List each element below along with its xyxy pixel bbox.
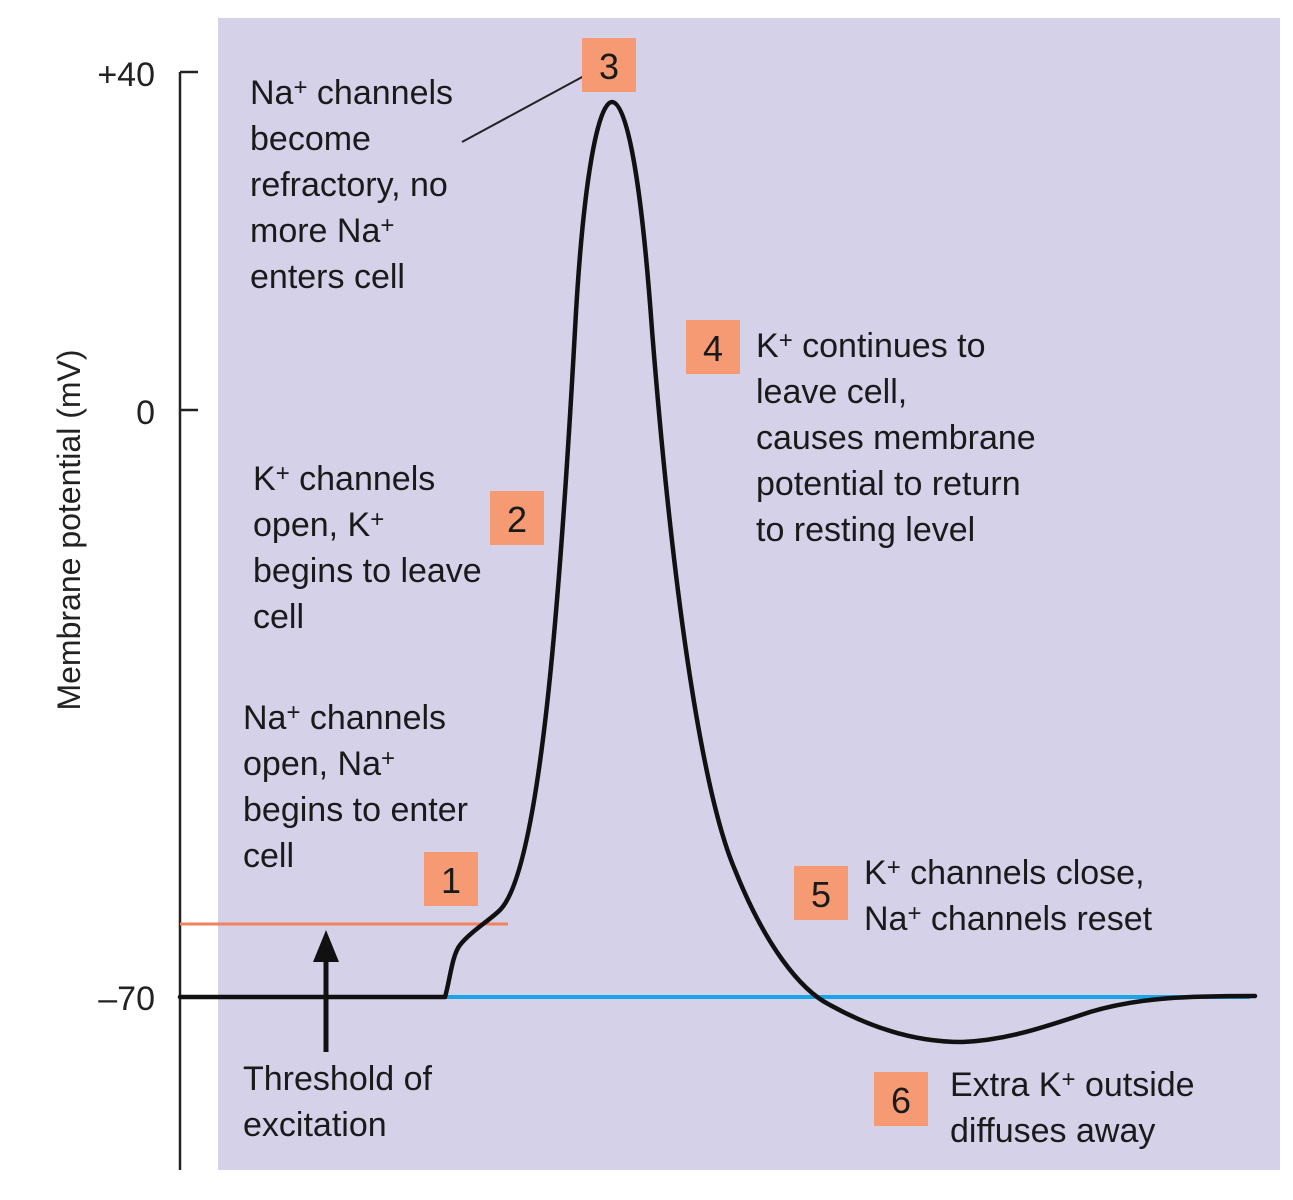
step-5-description: K+ channels close, Na+ channels reset <box>864 854 1153 938</box>
y-tick-label-bottom: –70 <box>98 980 155 1018</box>
annotation-line: Na+ channels <box>243 699 446 737</box>
step-number-5: 5 <box>811 874 831 915</box>
step-number-3: 3 <box>599 46 619 87</box>
step-2-description: K+ channels open, K+ begins to leave cell <box>253 460 482 636</box>
annotation-line: Threshold of <box>243 1060 433 1098</box>
step-box-5: 5 <box>794 866 848 920</box>
annotation-line: excitation <box>243 1106 387 1144</box>
step-3-leader-line <box>461 75 585 143</box>
threshold-label: Threshold of excitation <box>243 1060 433 1144</box>
step-4-description: K+ continues to leave cell, causes membran… <box>756 327 1036 549</box>
step-3-description: Na+ channels become refractory, no more Na+… <box>250 74 453 296</box>
annotation-line: diffuses away <box>950 1112 1155 1150</box>
y-tick-label-top: +40 <box>97 56 155 94</box>
step-number-4: 4 <box>703 328 723 369</box>
annotation-line: refractory, no <box>250 166 448 204</box>
annotation-line: enters cell <box>250 258 405 296</box>
annotation-line: potential to return <box>756 465 1021 503</box>
threshold-arrow-icon <box>313 930 339 962</box>
step-number-6: 6 <box>891 1080 911 1121</box>
annotation-line: cell <box>253 598 304 636</box>
plot-panel <box>218 18 1280 1170</box>
annotation-line: cell <box>243 837 294 875</box>
annotation-line: K+ channels <box>253 460 435 498</box>
step-box-2: 2 <box>490 491 544 545</box>
step-box-6: 6 <box>874 1072 928 1126</box>
y-tick-label-mid: 0 <box>136 394 155 432</box>
step-box-1: 1 <box>424 852 478 906</box>
annotation-line: leave cell, <box>756 373 907 411</box>
annotation-line: K+ channels close, <box>864 854 1145 892</box>
step-6-description: Extra K+ outside diffuses away <box>950 1066 1195 1150</box>
annotation-line: to resting level <box>756 511 975 549</box>
annotation-line: K+ continues to <box>756 327 986 365</box>
step-number-2: 2 <box>507 499 527 540</box>
action-potential-curve <box>177 99 1258 1045</box>
annotation-line: causes membrane <box>756 419 1036 457</box>
step-box-3: 3 <box>582 38 636 92</box>
step-1-description: Na+ channels open, Na+ begins to enter cell <box>243 699 468 875</box>
y-axis-title: Membrane potential (mV) <box>51 349 87 710</box>
annotation-line: open, K+ <box>253 506 384 544</box>
step-number-1: 1 <box>441 860 461 901</box>
annotation-line: Na+ channels <box>250 74 453 112</box>
annotation-line: begins to enter <box>243 791 468 829</box>
annotation-line: Na+ channels reset <box>864 900 1153 938</box>
annotation-line: Extra K+ outside <box>950 1066 1195 1104</box>
annotation-line: more Na+ <box>250 212 394 250</box>
step-box-4: 4 <box>686 320 740 374</box>
annotation-line: open, Na+ <box>243 745 395 783</box>
annotation-line: become <box>250 120 371 158</box>
annotation-line: begins to leave <box>253 552 482 590</box>
